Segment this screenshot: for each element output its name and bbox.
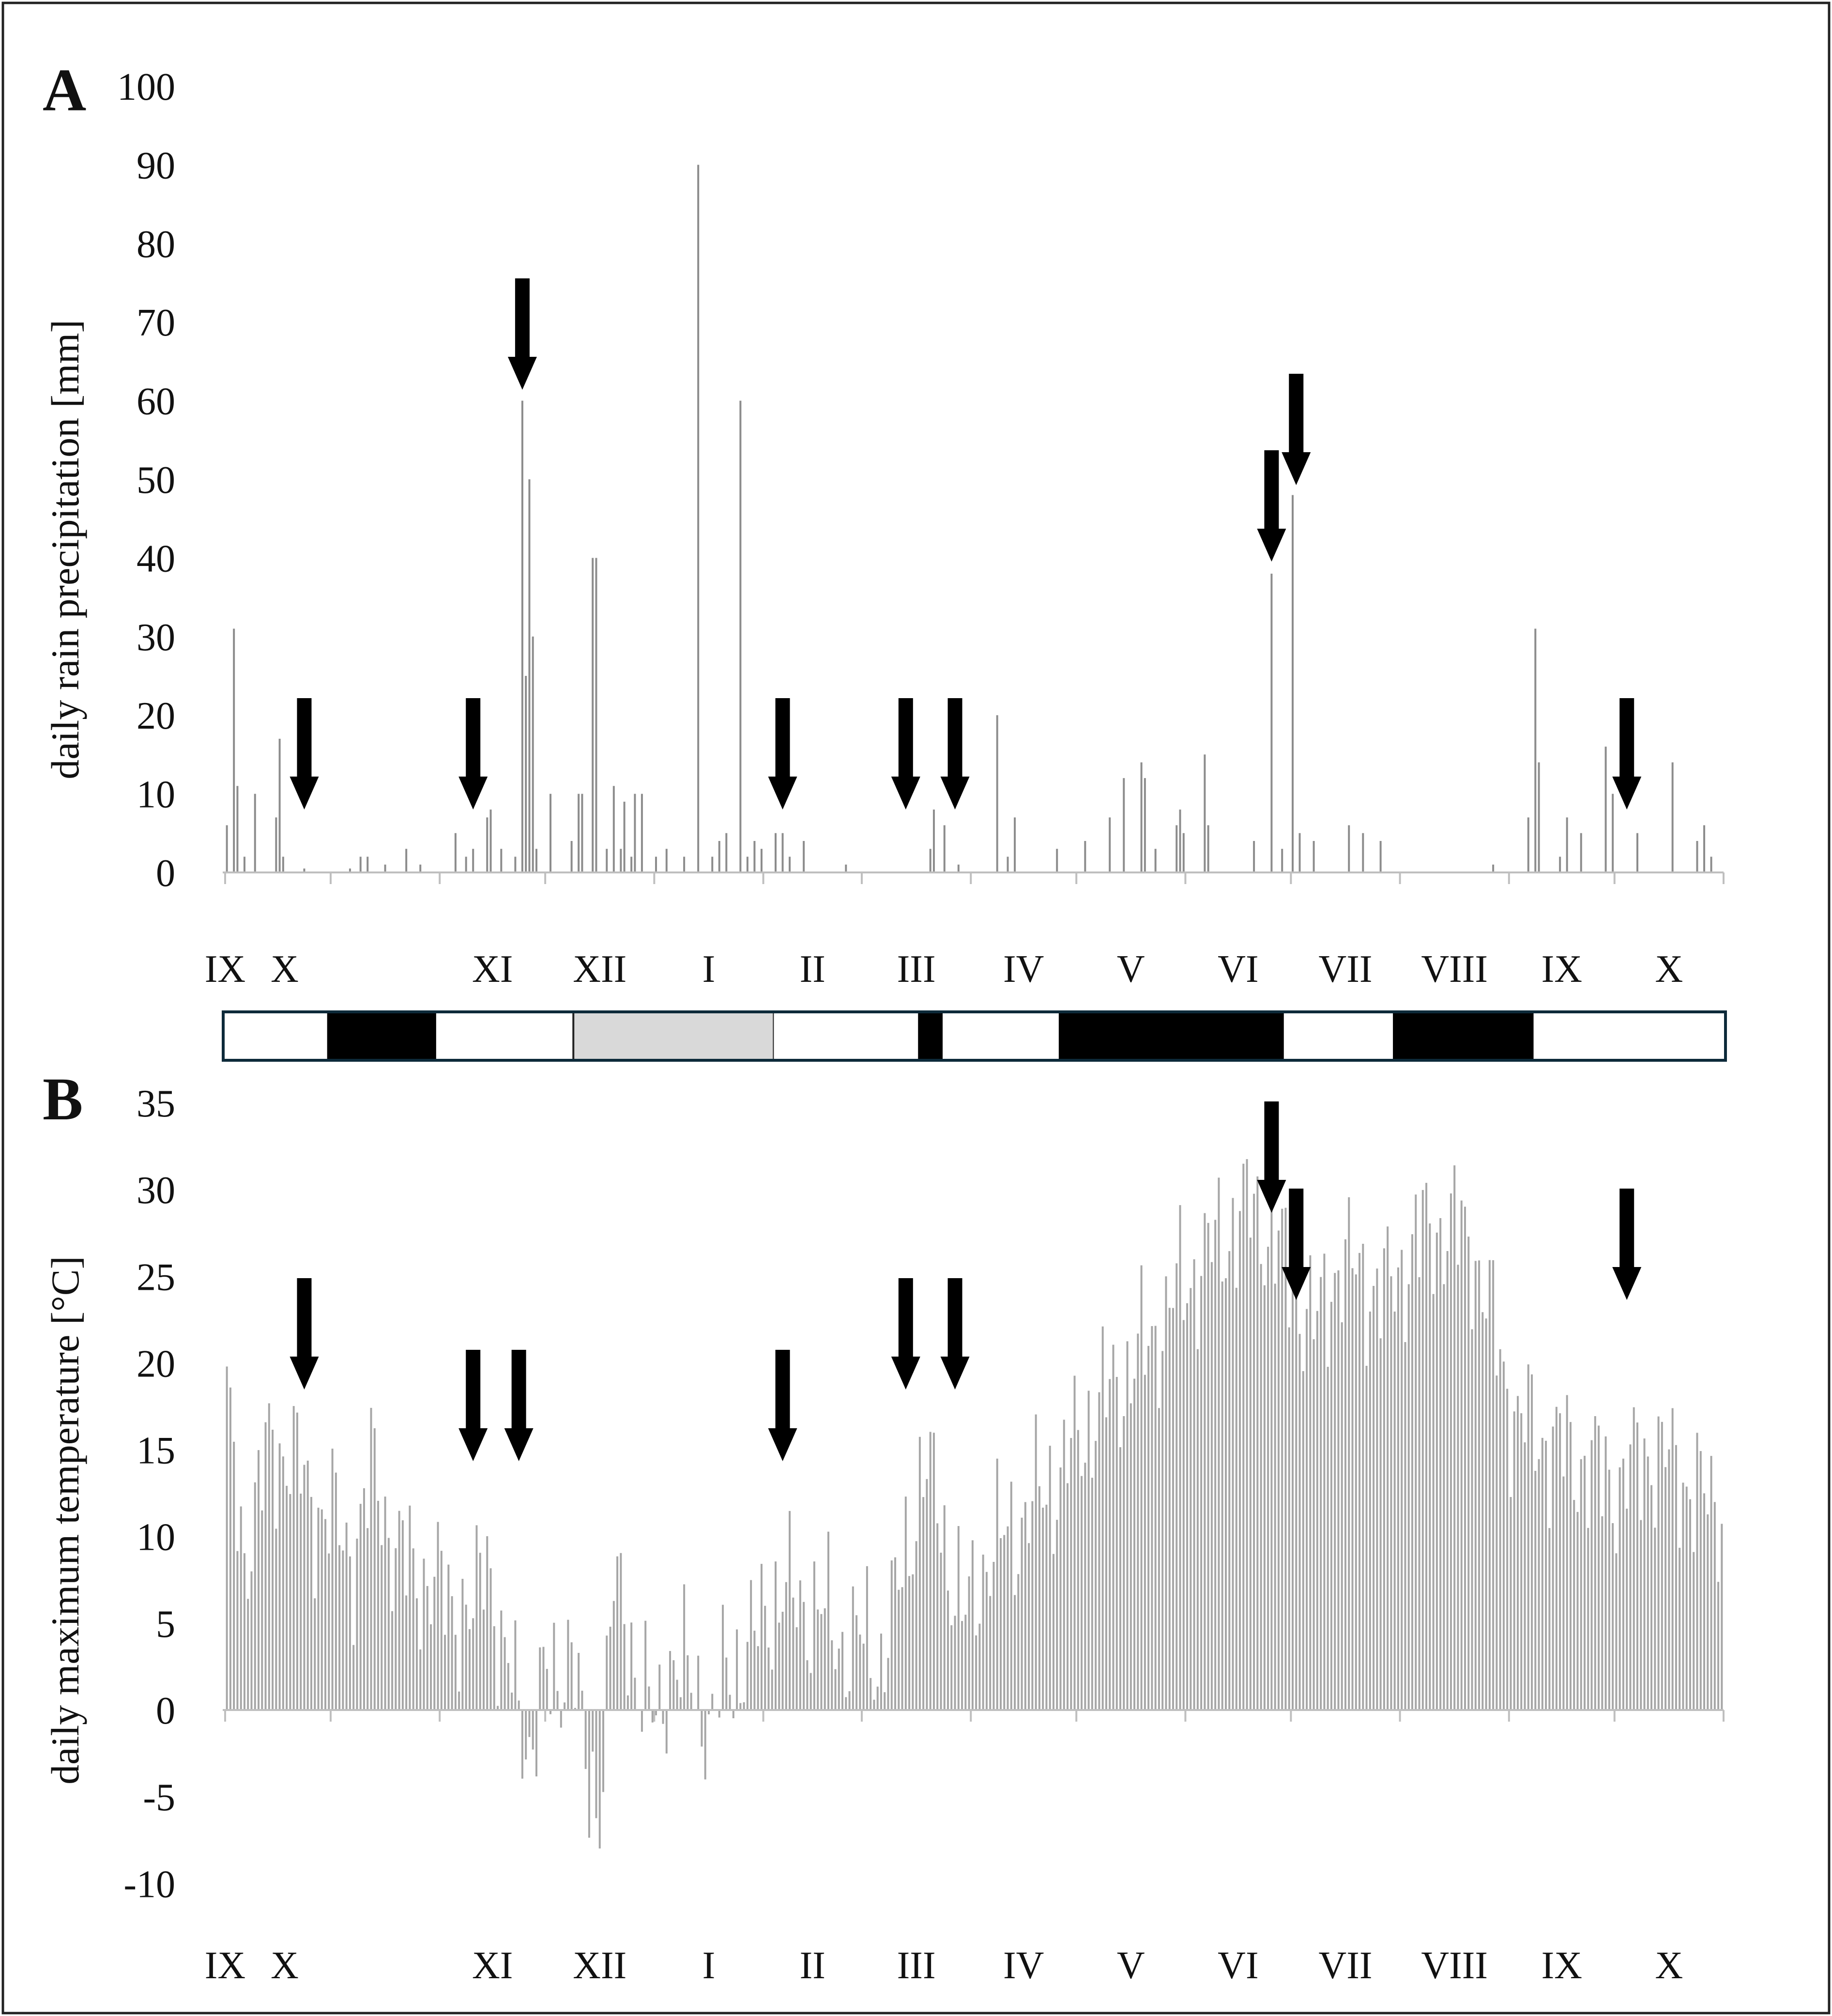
- month-label: XI: [472, 948, 513, 991]
- month-label: XII: [573, 948, 626, 991]
- panel-a-arrows: [290, 278, 1642, 809]
- b-y-tick-label: 5: [156, 1603, 175, 1646]
- a-y-tick-label: 100: [117, 66, 175, 108]
- panel-b-month-labels: IX X XI XII I II III IV V VI VII VIII IX X: [205, 1944, 1683, 1987]
- panel-b-ylabel: daily maximum temperature [°C]: [43, 1256, 87, 1785]
- b-y-tick-label: 15: [137, 1430, 175, 1472]
- event-arrow: [891, 1278, 920, 1390]
- event-arrow: [504, 1350, 534, 1461]
- month-label: III: [897, 948, 936, 991]
- panel-a-month-labels: IX X XI XII I II III IV V VI VII VIII IX X: [205, 948, 1683, 991]
- season-strip-border: [222, 1010, 1727, 1062]
- a-y-tick-label: 20: [137, 695, 175, 737]
- month-label: VII: [1318, 1944, 1372, 1987]
- event-arrow: [768, 698, 797, 809]
- panel-a: A daily rain precipitation [mm] 0 10 20 30 4…: [43, 57, 1725, 991]
- month-label: II: [800, 1944, 825, 1987]
- month-label: VIII: [1421, 1944, 1488, 1987]
- a-y-tick-label: 60: [137, 381, 175, 423]
- a-y-tick-label: 50: [137, 459, 175, 502]
- month-label: XI: [472, 1944, 513, 1987]
- month-label: VIII: [1421, 948, 1488, 991]
- season-strip-segment: [1283, 1012, 1393, 1060]
- month-label: IV: [1003, 1944, 1044, 1987]
- b-y-tick-label: 10: [137, 1516, 175, 1559]
- season-strip-segment: [1533, 1012, 1724, 1060]
- event-arrow: [458, 698, 488, 809]
- event-arrow: [1612, 698, 1642, 809]
- event-arrow: [1257, 450, 1286, 562]
- event-arrow: [290, 1278, 319, 1390]
- event-arrow: [290, 698, 319, 809]
- b-y-tick-label: -5: [143, 1776, 175, 1819]
- season-strip-segment: [774, 1012, 918, 1060]
- event-arrow: [940, 1278, 970, 1390]
- event-arrow: [891, 698, 920, 809]
- season-strip-segment: [1393, 1012, 1534, 1060]
- event-arrow: [507, 278, 537, 390]
- season-strip-segment: [225, 1012, 327, 1060]
- season-strip-segment: [572, 1011, 775, 1061]
- panel-b-bars: [226, 1159, 1723, 1849]
- panel-b: B daily maximum temperature [°C] -10 -5 0 5…: [43, 1066, 1725, 1987]
- event-arrow: [1257, 1101, 1286, 1213]
- month-label: IX: [1542, 948, 1582, 991]
- month-label: V: [1117, 1944, 1145, 1987]
- a-y-tick-label: 80: [137, 223, 175, 266]
- b-y-tick-label: 0: [156, 1690, 175, 1732]
- panel-b-x-ticks: [224, 1710, 1725, 1722]
- event-arrow: [768, 1350, 797, 1461]
- panel-a-y-ticks: 0 10 20 30 40 50 60 70 80 90 100: [117, 66, 175, 895]
- season-strip-segment: [1058, 1012, 1284, 1060]
- a-y-tick-label: 90: [137, 144, 175, 187]
- month-label: IX: [205, 948, 245, 991]
- panel-b-letter: B: [43, 1066, 83, 1133]
- month-label: IX: [205, 1944, 245, 1987]
- event-arrow: [1282, 374, 1311, 485]
- season-strip-segment: [436, 1012, 574, 1060]
- month-label: V: [1117, 948, 1145, 991]
- month-label: VII: [1318, 948, 1372, 991]
- panel-a-x-ticks: [224, 872, 1725, 884]
- season-strip-segment: [918, 1012, 943, 1060]
- event-arrow: [1282, 1189, 1311, 1300]
- month-label: XII: [573, 1944, 626, 1987]
- month-label: IV: [1003, 948, 1044, 991]
- month-label: I: [702, 1944, 716, 1987]
- a-y-tick-label: 0: [156, 852, 175, 895]
- event-arrow: [940, 698, 970, 809]
- month-label: IX: [1542, 1944, 1582, 1987]
- month-label: II: [800, 948, 825, 991]
- event-arrow: [458, 1350, 488, 1461]
- month-label: X: [1655, 948, 1683, 991]
- month-label: X: [271, 1944, 299, 1987]
- a-y-tick-label: 70: [137, 302, 175, 344]
- month-label: VI: [1218, 1944, 1258, 1987]
- month-label: VI: [1218, 948, 1258, 991]
- b-y-tick-label: 30: [137, 1169, 175, 1212]
- month-label: III: [897, 1944, 936, 1987]
- month-label: X: [271, 948, 299, 991]
- a-y-tick-label: 10: [137, 774, 175, 816]
- panel-a-letter: A: [43, 57, 86, 124]
- a-y-tick-label: 30: [137, 616, 175, 659]
- b-y-tick-label: 25: [137, 1256, 175, 1298]
- month-label: X: [1655, 1944, 1683, 1987]
- b-y-tick-label: 20: [137, 1343, 175, 1385]
- season-strip: [222, 1010, 1727, 1062]
- season-strip-segment: [327, 1012, 436, 1060]
- a-y-tick-label: 40: [137, 537, 175, 580]
- panel-b-y-ticks: -10 -5 0 5 10 15 20 25 30 35: [123, 1083, 175, 1906]
- event-arrow: [1612, 1189, 1642, 1300]
- panel-a-ylabel: daily rain precipitation [mm]: [43, 320, 87, 779]
- b-y-tick-label: -10: [123, 1863, 175, 1906]
- month-label: I: [702, 948, 716, 991]
- season-strip-segment: [943, 1012, 1059, 1060]
- panel-a-bars: [226, 165, 1712, 872]
- panel-b-arrows: [290, 1101, 1642, 1461]
- b-y-tick-label: 35: [137, 1083, 175, 1125]
